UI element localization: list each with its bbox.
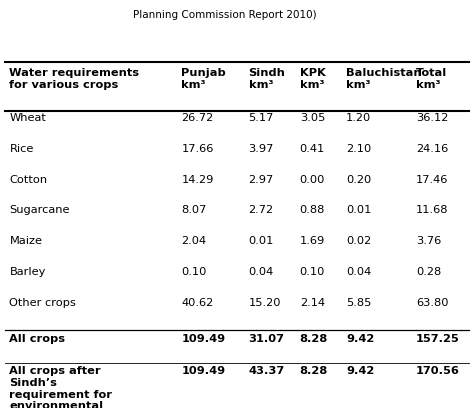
Text: 14.29: 14.29	[181, 175, 214, 184]
Text: Other crops: Other crops	[9, 298, 76, 308]
Text: 8.28: 8.28	[300, 366, 328, 377]
Text: Planning Commission Report 2010): Planning Commission Report 2010)	[133, 10, 316, 20]
Text: 2.97: 2.97	[248, 175, 274, 184]
Text: All crops after
Sindh’s
requirement for
environmental
flows: All crops after Sindh’s requirement for …	[9, 366, 112, 408]
Text: Total
km³: Total km³	[416, 68, 447, 90]
Text: KPK
km³: KPK km³	[300, 68, 326, 90]
Text: 5.17: 5.17	[248, 113, 274, 123]
Text: Sugarcane: Sugarcane	[9, 205, 70, 215]
Text: 17.66: 17.66	[181, 144, 214, 154]
Text: 36.12: 36.12	[416, 113, 448, 123]
Text: 9.42: 9.42	[346, 335, 374, 344]
Text: 0.01: 0.01	[346, 205, 372, 215]
Text: 0.28: 0.28	[416, 267, 441, 277]
Text: 3.76: 3.76	[416, 236, 441, 246]
Text: 0.04: 0.04	[346, 267, 372, 277]
Text: 0.02: 0.02	[346, 236, 372, 246]
Text: 15.20: 15.20	[248, 298, 281, 308]
Text: 0.04: 0.04	[248, 267, 274, 277]
Text: 31.07: 31.07	[248, 335, 284, 344]
Text: Cotton: Cotton	[9, 175, 47, 184]
Text: 1.69: 1.69	[300, 236, 325, 246]
Text: Barley: Barley	[9, 267, 46, 277]
Text: 26.72: 26.72	[181, 113, 213, 123]
Text: 0.01: 0.01	[248, 236, 274, 246]
Text: Sindh
km³: Sindh km³	[248, 68, 285, 90]
Text: All crops: All crops	[9, 335, 65, 344]
Text: 2.72: 2.72	[248, 205, 274, 215]
Text: 3.05: 3.05	[300, 113, 325, 123]
Text: 170.56: 170.56	[416, 366, 460, 377]
Text: Baluchistan
km³: Baluchistan km³	[346, 68, 422, 90]
Text: 0.88: 0.88	[300, 205, 325, 215]
Text: Wheat: Wheat	[9, 113, 46, 123]
Text: 157.25: 157.25	[416, 335, 460, 344]
Text: Water requirements
for various crops: Water requirements for various crops	[9, 68, 139, 90]
Text: 0.10: 0.10	[181, 267, 207, 277]
Text: 109.49: 109.49	[181, 335, 225, 344]
Text: 2.14: 2.14	[300, 298, 325, 308]
Text: 40.62: 40.62	[181, 298, 213, 308]
Text: 8.07: 8.07	[181, 205, 207, 215]
Text: 8.28: 8.28	[300, 335, 328, 344]
Text: 24.16: 24.16	[416, 144, 448, 154]
Text: 109.49: 109.49	[181, 366, 225, 377]
Text: 11.68: 11.68	[416, 205, 448, 215]
Text: 0.41: 0.41	[300, 144, 325, 154]
Text: 1.20: 1.20	[346, 113, 372, 123]
Text: Punjab
km³: Punjab km³	[181, 68, 226, 90]
Text: 2.04: 2.04	[181, 236, 206, 246]
Text: 3.97: 3.97	[248, 144, 274, 154]
Text: 0.00: 0.00	[300, 175, 325, 184]
Text: Maize: Maize	[9, 236, 42, 246]
Text: 5.85: 5.85	[346, 298, 372, 308]
Text: 43.37: 43.37	[248, 366, 285, 377]
Text: 0.10: 0.10	[300, 267, 325, 277]
Text: 63.80: 63.80	[416, 298, 448, 308]
Text: Rice: Rice	[9, 144, 34, 154]
Text: 9.42: 9.42	[346, 366, 374, 377]
Text: 17.46: 17.46	[416, 175, 448, 184]
Text: 0.20: 0.20	[346, 175, 372, 184]
Text: 2.10: 2.10	[346, 144, 372, 154]
